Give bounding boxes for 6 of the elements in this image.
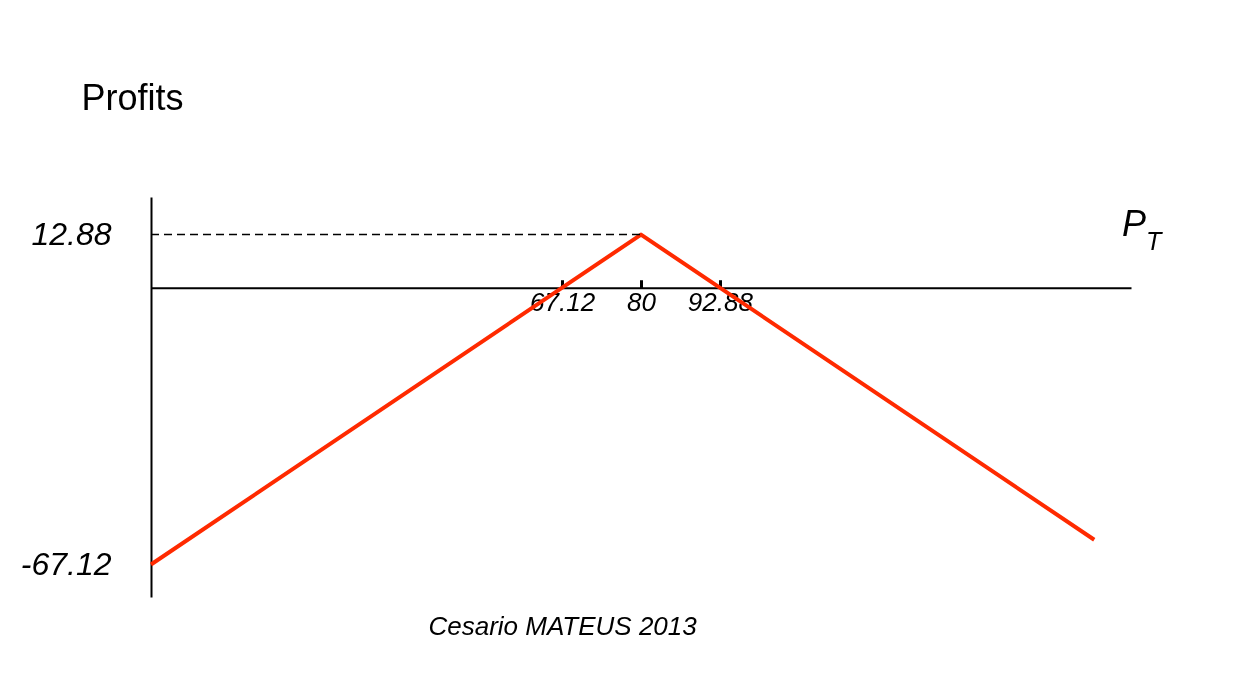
x-axis-title: P$_{T}$ [1122,203,1164,256]
x-tick-label: 80 [627,287,657,318]
y-tick-label: -67.12 [20,546,112,583]
y-tick-label: 12.88 [31,216,112,253]
text: Cesario MATEUS 2013 [428,611,698,641]
y-axis-title: Profits [81,76,184,118]
